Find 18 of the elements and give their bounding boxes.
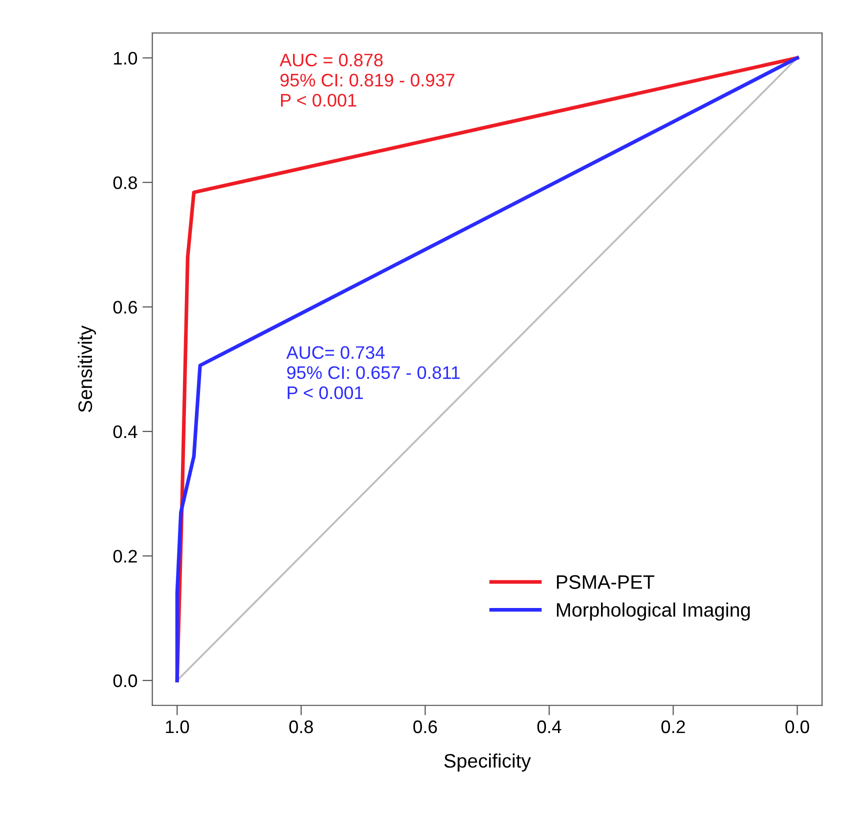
- x-tick-label: 1.0: [166, 720, 189, 734]
- x-tick-label: 0.2: [661, 720, 685, 734]
- annotation: AUC = 0.878 95% CI: 0.819 - 0.937 P < 0.001: [280, 54, 454, 107]
- legend-label: PSMA-PET: [556, 575, 654, 589]
- y-tick-label: 0.8: [113, 176, 137, 190]
- x-tick-label: 0.4: [537, 720, 562, 734]
- x-axis-title: Specificity: [444, 753, 531, 772]
- y-tick-label: 1.0: [114, 52, 138, 65]
- legend-label: Morphological Imaging: [556, 602, 750, 621]
- x-tick-label: 0.6: [413, 720, 437, 734]
- x-tick-label: 0.0: [785, 720, 810, 734]
- y-tick-label: 0.0: [113, 674, 138, 688]
- y-tick-label: 0.4: [113, 425, 138, 438]
- y-axis-title: Sensitivity: [78, 325, 96, 412]
- y-tick-label: 0.6: [113, 300, 137, 314]
- annotation: AUC= 0.734 95% CI: 0.657 - 0.811 P < 0.001: [286, 346, 460, 400]
- x-tick-label: 0.8: [289, 720, 313, 734]
- y-tick-label: 0.2: [113, 550, 137, 563]
